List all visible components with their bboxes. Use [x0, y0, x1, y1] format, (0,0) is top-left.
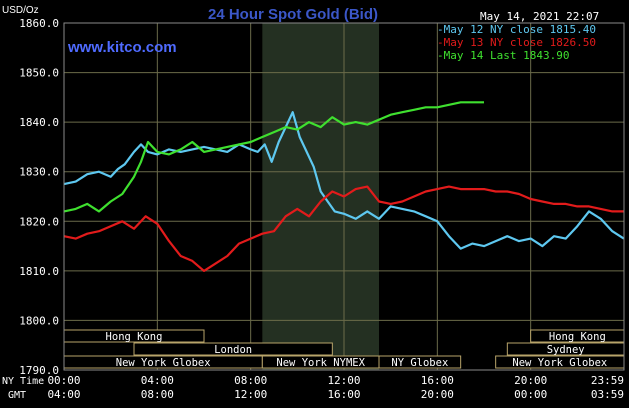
- x-tick-label-ny: 16:00: [421, 374, 454, 387]
- y-tick-label: 1850.0: [19, 67, 59, 80]
- x-tick-label-ny: 23:59: [591, 374, 624, 387]
- y-tick-label: 1860.0: [19, 17, 59, 30]
- y-tick-label: 1790.0: [19, 364, 59, 377]
- legend-entry-3: -May 14 Last 1843.90: [437, 49, 569, 62]
- y-tick-label: 1830.0: [19, 166, 59, 179]
- y-tick-label: 1800.0: [19, 314, 59, 327]
- watermark: www.kitco.com: [67, 39, 177, 56]
- y-tick-label: 1810.0: [19, 265, 59, 278]
- x-tick-label-ny: 04:00: [141, 374, 174, 387]
- series-lines: [63, 101, 625, 272]
- market-label: New York Globex: [116, 357, 211, 369]
- y-tick-label: 1820.0: [19, 215, 59, 228]
- series-line-3: [63, 101, 484, 213]
- x-tick-label-gmt: 04:00: [47, 388, 80, 401]
- chart-title: 24 Hour Spot Gold (Bid): [208, 6, 378, 23]
- x-axis-ticks: 00:00 04:00 08:00 12:00 16:00 20:00 23:5904:00…: [47, 374, 624, 401]
- x-tick-label-ny: 00:00: [47, 374, 80, 387]
- x-tick-label-gmt: 08:00: [141, 388, 174, 401]
- market-box: [378, 355, 462, 369]
- y-axis-unit-label: USD/Oz: [2, 5, 39, 16]
- x-tick-label-gmt: 12:00: [234, 388, 267, 401]
- plot-border: [63, 22, 625, 371]
- market-label: New York NYMEX: [276, 357, 365, 369]
- x-tick-label-ny: 20:00: [514, 374, 547, 387]
- market-label: London: [214, 344, 252, 356]
- y-axis-ticks: 1790.0 1800.0 1810.0 1820.0 1830.0 1840.0 1850…: [19, 17, 59, 377]
- legend: -May 12 NY close 1815.40-May 13 NY close…: [437, 23, 596, 62]
- legend-entry-2: -May 13 NY close 1826.50: [437, 36, 596, 49]
- market-label: New York Globex: [512, 357, 607, 369]
- ny-time-label: NY Time: [2, 376, 44, 387]
- x-tick-label-ny: 12:00: [327, 374, 360, 387]
- market-label: NY Globex: [391, 357, 448, 369]
- nymex-session-shade: [262, 23, 379, 370]
- series-line-1: [63, 111, 625, 250]
- timestamp: May 14, 2021 22:07: [480, 10, 599, 23]
- market-box: [133, 342, 333, 356]
- market-label: Sydney: [547, 344, 585, 356]
- x-tick-label-gmt: 20:00: [421, 388, 454, 401]
- market-label: Hong Kong: [106, 331, 163, 343]
- x-tick-label-gmt: 16:00: [327, 388, 360, 401]
- x-tick-label-ny: 08:00: [234, 374, 267, 387]
- gmt-label: GMT: [8, 390, 26, 401]
- market-label: Hong Kong: [549, 331, 606, 343]
- series-line-2: [63, 185, 624, 272]
- legend-entry-1: -May 12 NY close 1815.40: [437, 23, 596, 36]
- x-tick-label-gmt: 03:59: [591, 388, 624, 401]
- y-tick-label: 1840.0: [19, 116, 59, 129]
- x-tick-label-gmt: 00:00: [514, 388, 547, 401]
